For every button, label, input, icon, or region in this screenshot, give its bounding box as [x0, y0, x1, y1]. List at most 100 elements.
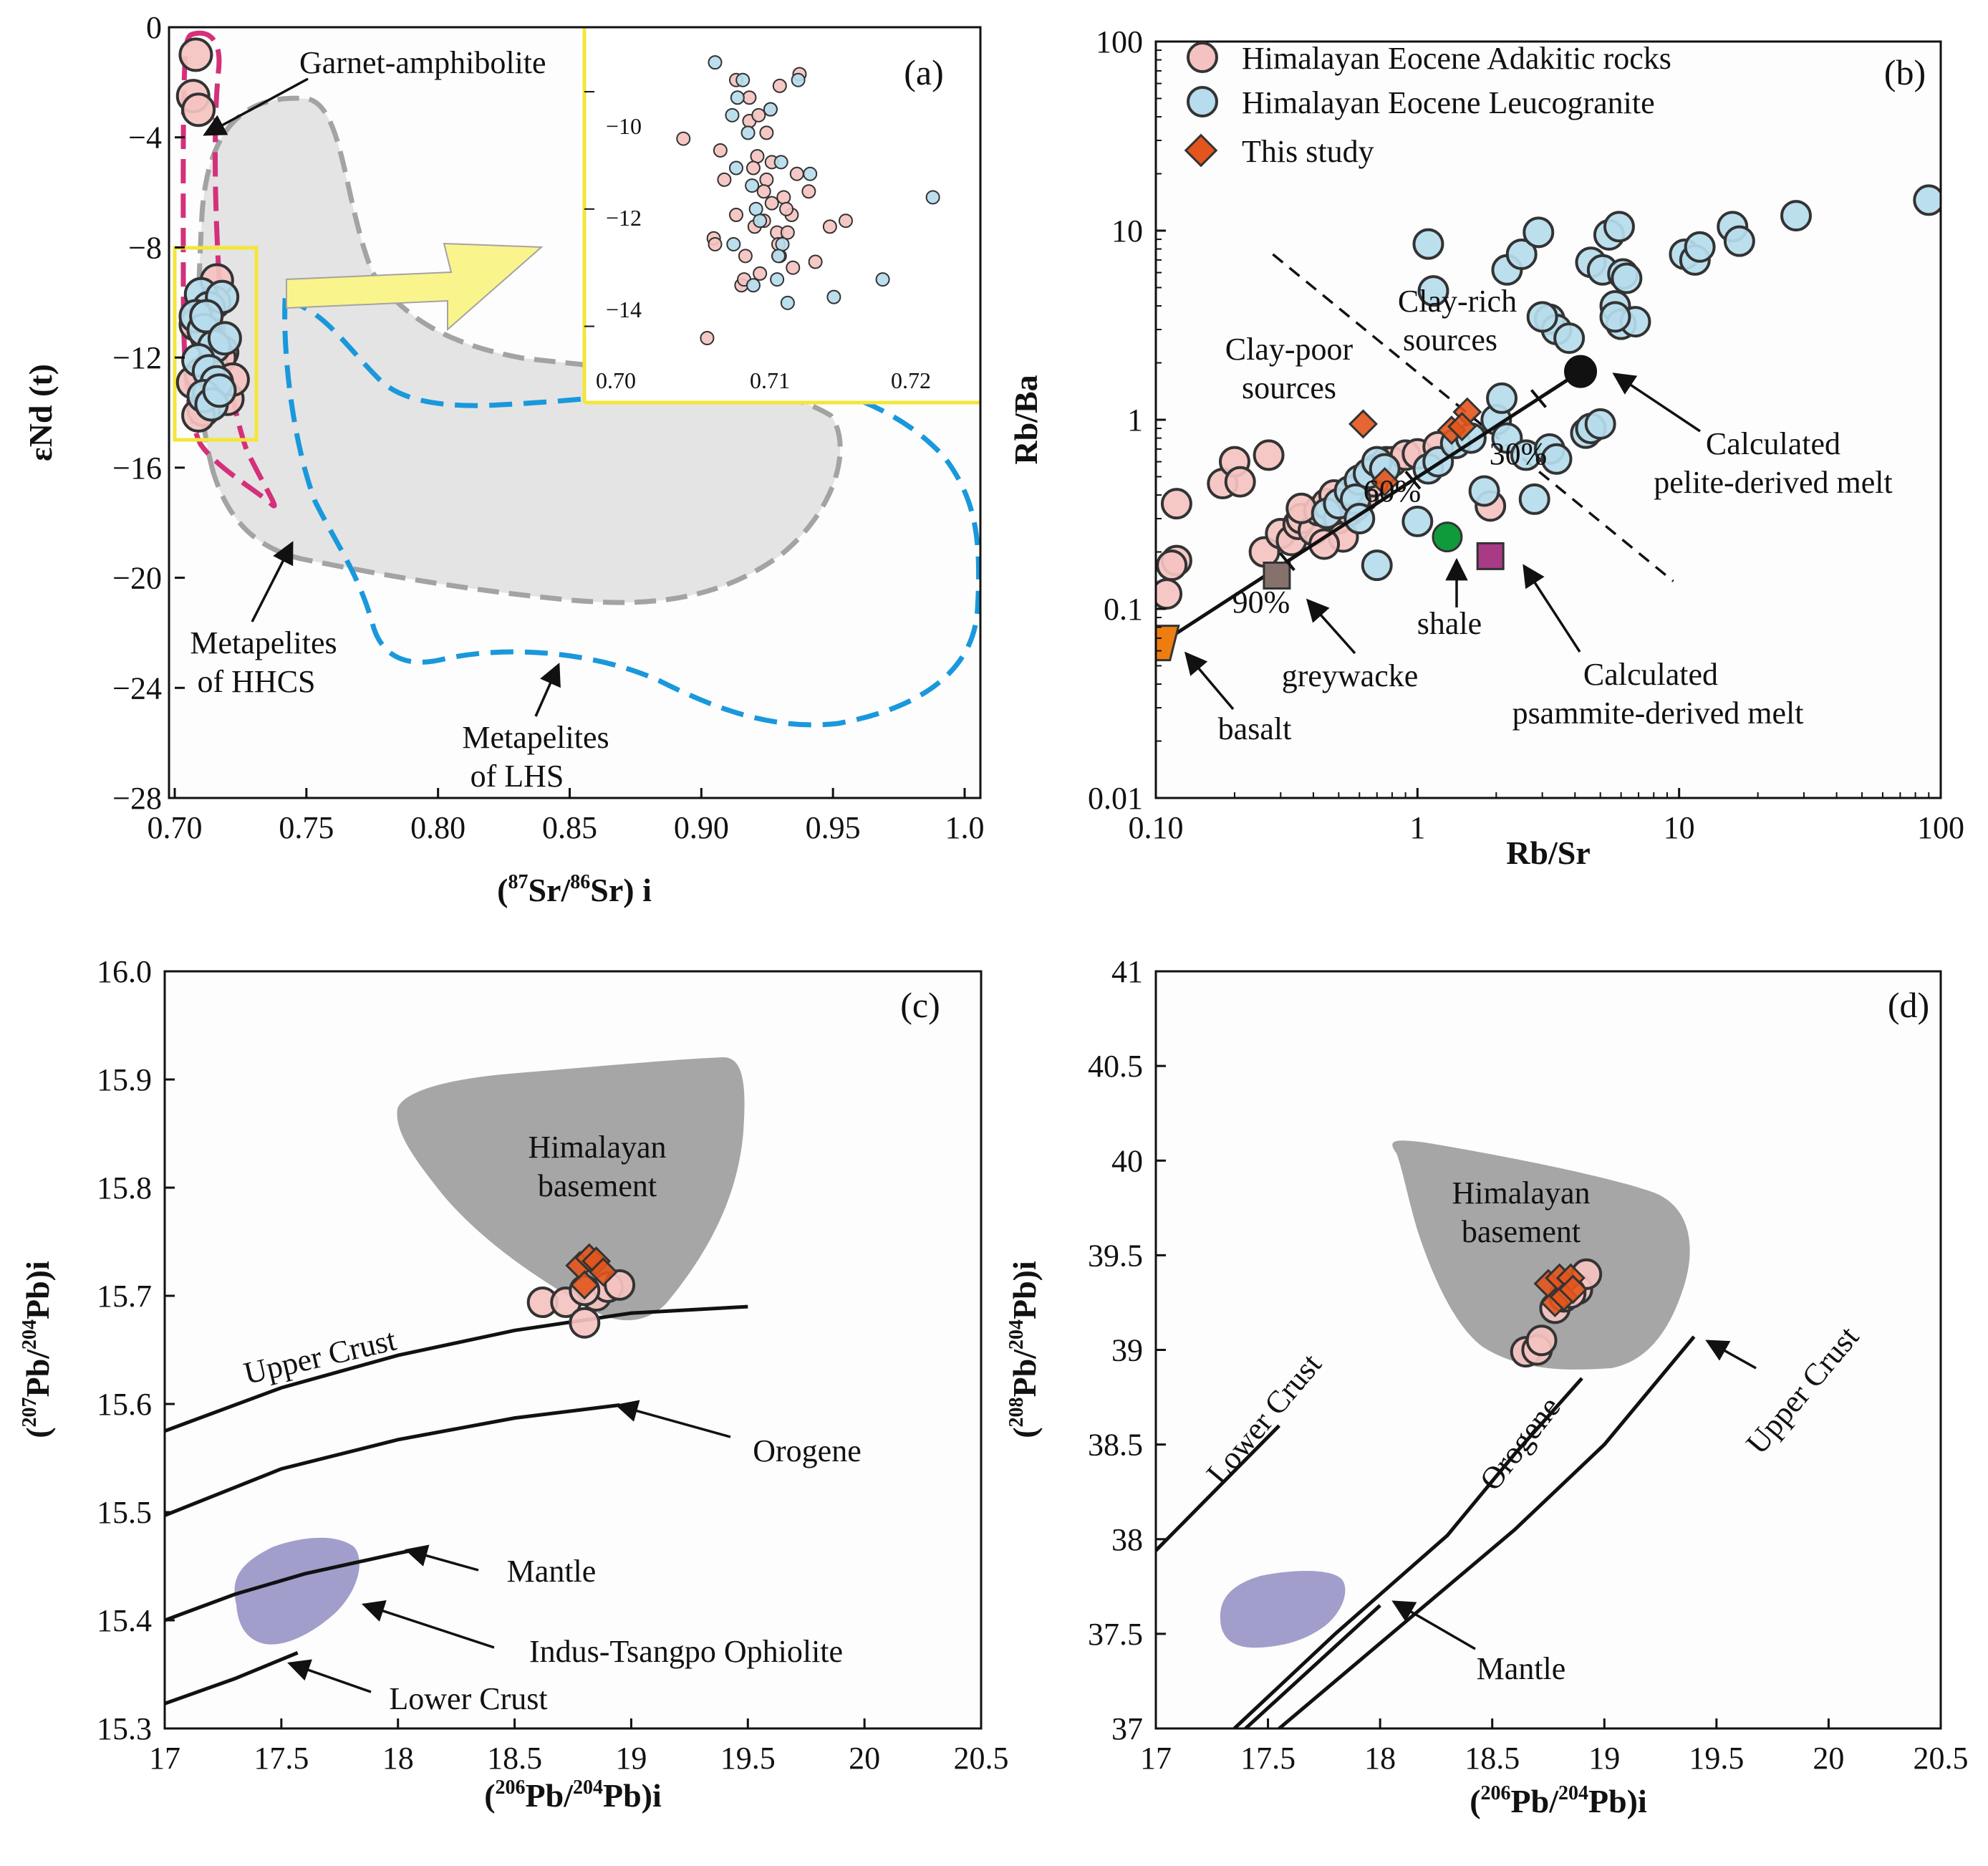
panel-a-xlabel: (87Sr/86Sr) i — [497, 871, 652, 908]
legend-label: This study — [1242, 134, 1374, 169]
xlabel-part: Pb)i — [1588, 1783, 1647, 1819]
panel-d-ylabel: (208Pb/204Pb)i — [1005, 1261, 1043, 1438]
inset-point-leucogranite — [770, 272, 785, 287]
point-adakitic — [604, 1269, 636, 1301]
inset-point-leucogranite — [725, 107, 740, 122]
x-tick-label: 19.5 — [720, 1741, 776, 1776]
y-tick-label: 15.7 — [97, 1279, 152, 1314]
y-tick-label: 39 — [1111, 1333, 1143, 1368]
inset-point-adakitic — [750, 149, 765, 164]
y-tick-label: 0 — [146, 10, 162, 45]
panel-c-points — [526, 1243, 636, 1339]
lower-crust-curve — [1156, 1424, 1281, 1552]
point-adakitic — [1224, 466, 1256, 498]
shale-marker — [1432, 521, 1463, 553]
inset-point-leucogranite — [735, 72, 751, 87]
inset-point-adakitic — [759, 172, 774, 187]
point-this-study — [588, 1257, 618, 1287]
x-tick-label: 100 — [1917, 810, 1964, 845]
inset-point-adakitic — [756, 184, 771, 199]
xlabel-sup: 87 — [508, 871, 528, 893]
x-tick-label: 0.95 — [806, 810, 861, 845]
y-tick-label: 15.5 — [97, 1495, 152, 1530]
mixing-tick — [1530, 389, 1548, 408]
pelite-melt-marker — [1564, 355, 1598, 388]
y-tick-label: 15.6 — [97, 1387, 152, 1422]
panel-c-ylabel: (207Pb/204Pb)i — [19, 1261, 56, 1438]
inset-point-leucogranite — [925, 190, 940, 205]
point-this-study — [1370, 467, 1400, 497]
basement-label-2: basement — [538, 1168, 657, 1203]
x-tick-label: 17.5 — [254, 1741, 309, 1776]
inset-point-leucogranite — [753, 213, 768, 229]
panel-b: 0.10 1 10 100 100 10 1 0.1 0.01 (b) Himalayan Eo… — [1008, 24, 1964, 871]
point-leucogranite — [1603, 211, 1635, 243]
point-leucogranite — [1540, 443, 1573, 475]
inset-point-leucogranite — [730, 90, 745, 105]
inset-point-leucogranite — [771, 249, 786, 264]
point-leucogranite — [1468, 475, 1500, 507]
inset-point-adakitic — [717, 172, 732, 187]
xlabel-sup: 206 — [1481, 1782, 1511, 1804]
inset-point-adakitic — [772, 78, 787, 93]
inset-point-adakitic — [746, 160, 761, 175]
pelite-label-2: pelite-derived melt — [1654, 465, 1893, 500]
inset-point-leucogranite — [780, 295, 795, 310]
x-tick-label: 0.80 — [410, 810, 465, 845]
point-this-study — [1447, 412, 1477, 442]
xlabel-part: Sr/ — [528, 872, 571, 908]
point-leucogranite — [1505, 238, 1538, 270]
xlabel-part: Pb/ — [526, 1777, 574, 1814]
panel-c-xlabel: (206Pb/204Pb)i — [484, 1776, 662, 1814]
inset-point-leucogranite — [826, 289, 841, 304]
garnet-label: Garnet-amphibolite — [299, 45, 546, 80]
clay-rich-label-2: sources — [1403, 322, 1497, 357]
inset-point-adakitic — [808, 254, 823, 269]
legend: Himalayan Eocene Adakitic rocks Himalaya… — [1184, 41, 1671, 169]
panel-c-ticks: 17 17.5 18 18.5 19 19.5 20 20.5 16.0 15.9 15.8 15.7… — [97, 954, 1009, 1776]
inset-point-adakitic — [779, 201, 794, 216]
y-tick-label: 1 — [1127, 403, 1143, 438]
x-tick-label: 17 — [149, 1741, 180, 1776]
inset-point-adakitic — [676, 131, 691, 146]
upper-crust-curve — [1278, 1335, 1696, 1728]
inset-point-adakitic — [708, 236, 723, 251]
inset-point-leucogranite — [740, 125, 756, 140]
panel-b-reference — [1156, 355, 1598, 662]
xlabel-part: ( — [497, 872, 508, 908]
hhcs-label-2: of HHCS — [197, 664, 315, 699]
x-tick-label: 0.90 — [674, 810, 729, 845]
point-leucogranite — [1401, 505, 1434, 537]
legend-label: Himalayan Eocene Leucogranite — [1242, 85, 1655, 120]
point-leucogranite — [1913, 184, 1941, 216]
inset-point-adakitic — [786, 260, 801, 275]
inset-ytick: −10 — [606, 113, 642, 139]
inset-point-leucogranite — [728, 160, 743, 175]
point-leucogranite — [1723, 225, 1755, 257]
inset-point-adakitic — [801, 184, 816, 199]
ophiolite-field-d — [1220, 1571, 1346, 1648]
point-leucogranite — [1412, 228, 1444, 260]
inset-point-adakitic — [728, 208, 743, 222]
svg-text:(87Sr/86Sr) i: (87Sr/86Sr) i — [497, 871, 652, 908]
panel-b-points — [1156, 184, 1941, 610]
y-tick-label: 37 — [1111, 1711, 1143, 1746]
hhcs-field — [196, 95, 843, 605]
mixing-tick — [1278, 552, 1295, 572]
basement-label-2: basement — [1462, 1214, 1581, 1249]
panel-a-ylabel: εNd (t) — [22, 364, 59, 461]
x-tick-label: 0.75 — [279, 810, 334, 845]
x-tick-label: 20.5 — [954, 1741, 1009, 1776]
y-tick-label: 0.01 — [1088, 781, 1143, 816]
pelite-label-1: Calculated — [1706, 426, 1840, 461]
panel-c-label: (c) — [900, 985, 940, 1025]
mantle-label-c: Mantle — [507, 1554, 597, 1589]
percent-60: 60% — [1364, 473, 1422, 509]
inset-point-adakitic — [776, 190, 791, 205]
basement-label-1: Himalayan — [1452, 1175, 1590, 1211]
xlabel-sup: 206 — [496, 1776, 526, 1799]
inset-point-adakitic — [738, 249, 753, 264]
ylabel-sup: 204 — [1005, 1319, 1028, 1350]
y-tick-label: −4 — [128, 120, 162, 155]
